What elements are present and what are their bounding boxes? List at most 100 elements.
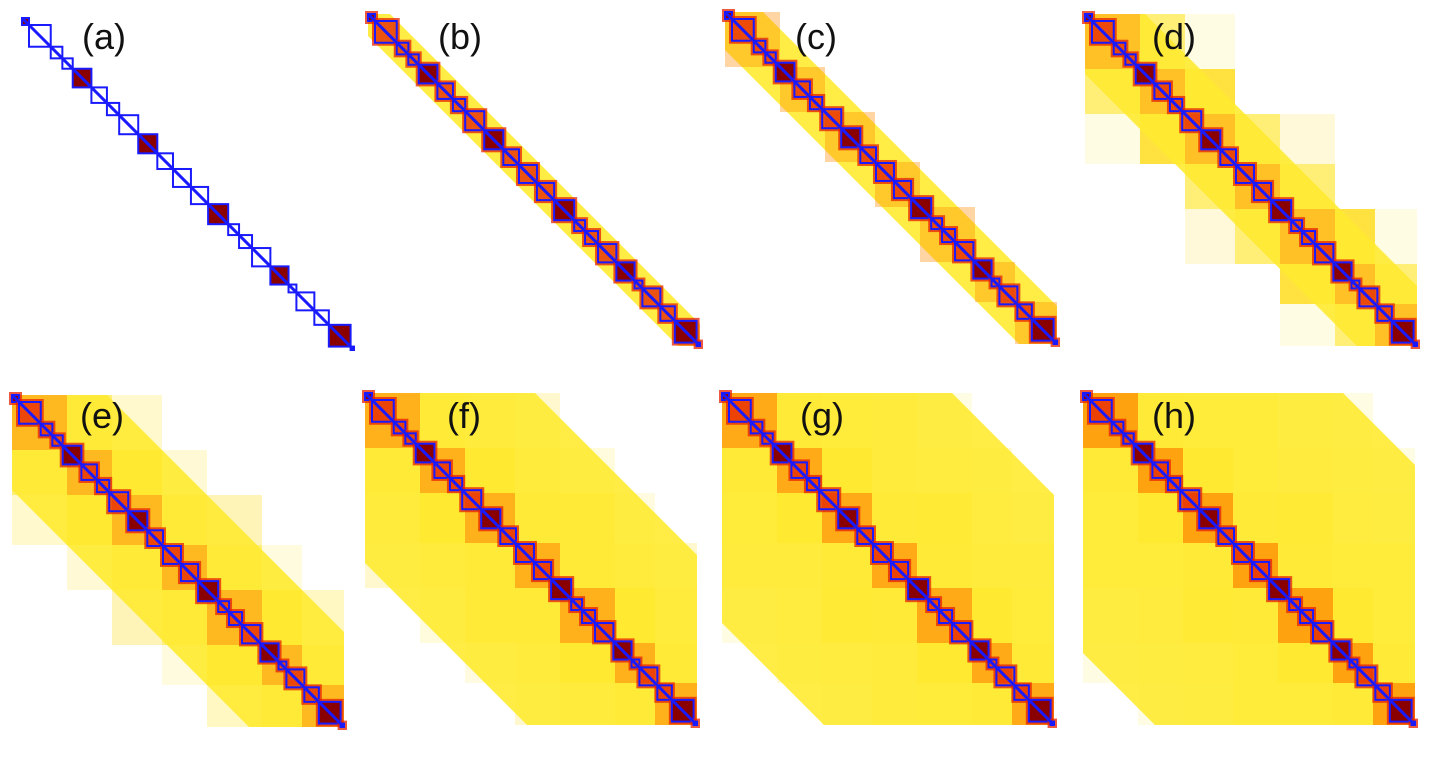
tad-box (633, 279, 644, 290)
tad-box (752, 39, 767, 54)
tad-box (179, 562, 200, 583)
tad-box (228, 611, 244, 627)
panel-label: (a) (82, 16, 126, 57)
tad-box (156, 152, 174, 170)
heatmap-panel (719, 390, 1057, 728)
tad-box (448, 476, 464, 492)
tad-box (597, 243, 618, 264)
contact-block (1185, 209, 1235, 264)
tad-box (573, 219, 587, 233)
tad-box (404, 432, 417, 445)
tad-box (1217, 527, 1235, 545)
tad-box (499, 527, 517, 545)
tad-box (638, 666, 659, 687)
tad-box (90, 86, 108, 104)
tad-box (570, 598, 584, 612)
diagonal (20, 16, 356, 352)
tad-box (303, 686, 320, 703)
tad-box (1232, 542, 1253, 563)
contact-block (1280, 114, 1335, 164)
tad-box (407, 53, 420, 66)
tad-box (118, 114, 140, 136)
tad-box (517, 163, 538, 184)
panel-label: (c) (795, 16, 837, 57)
tad-box (728, 399, 752, 423)
heatmap-panel (1080, 390, 1418, 728)
tad-box (1234, 163, 1255, 184)
diagonal (10, 393, 346, 729)
heatmap-panel (9, 392, 347, 730)
heatmap-panel (722, 9, 1060, 347)
tad-box (1312, 622, 1333, 643)
tad-box (189, 185, 210, 206)
tad-box (1153, 82, 1171, 100)
tad-box (1091, 20, 1115, 44)
tad-box (285, 668, 306, 689)
tad-box (761, 432, 774, 445)
diagonal (366, 12, 702, 348)
tad-box (39, 422, 54, 437)
tad-box (532, 560, 553, 581)
tad-box (49, 45, 64, 60)
tad-box (1250, 560, 1271, 581)
heatmap-panel (365, 11, 703, 349)
tad-box (1301, 230, 1317, 246)
tad-box (656, 684, 673, 701)
tad-box (161, 544, 182, 565)
tad-box (995, 666, 1016, 687)
tad-box (451, 97, 467, 113)
heatmap-panel (1082, 11, 1420, 349)
tad-box (436, 82, 454, 100)
tad-box (930, 217, 944, 231)
tad-box (659, 305, 676, 322)
tad-box (927, 598, 941, 612)
tad-box (998, 285, 1019, 306)
tad-box (1168, 97, 1184, 113)
tad-box (433, 461, 451, 479)
tad-box (749, 420, 764, 435)
tad-box (287, 283, 298, 294)
tad-box (217, 600, 231, 614)
tad-box (18, 401, 42, 425)
tad-box (1376, 305, 1393, 322)
tad-box (1348, 658, 1359, 669)
tad-box (584, 230, 600, 246)
tad-box (1124, 53, 1137, 66)
tad-box (1089, 399, 1113, 423)
tad-box (871, 542, 892, 563)
tad-box (987, 658, 998, 669)
tad-box (1122, 432, 1135, 445)
tad-box (1374, 684, 1391, 701)
tad-box (277, 660, 288, 671)
tad-box (859, 146, 877, 164)
diagonal (1081, 391, 1417, 727)
tad-box (990, 277, 1001, 288)
tad-box (1358, 287, 1379, 308)
tad-box (514, 542, 535, 563)
tad-box (105, 101, 121, 117)
tad-box (594, 622, 615, 643)
tad-box (95, 478, 111, 494)
tad-box (1166, 476, 1182, 492)
tad-box (818, 489, 840, 511)
tad-box (535, 181, 556, 202)
tad-box (954, 241, 975, 262)
tad-box (1350, 279, 1361, 290)
tad-box (1219, 148, 1237, 166)
heatmap-panel (362, 390, 700, 728)
tad-box (171, 167, 192, 188)
tad-box (464, 110, 486, 132)
tad-box (1181, 110, 1203, 132)
tad-box (581, 609, 597, 625)
tad-box (641, 287, 662, 308)
tad-box (892, 179, 913, 200)
tad-box (1314, 243, 1335, 264)
tad-box (80, 463, 98, 481)
tad-box (1151, 461, 1169, 479)
tad-box (1288, 598, 1302, 612)
diagonal (363, 391, 699, 727)
diagonal (1083, 12, 1419, 348)
contact-block (1085, 114, 1140, 164)
tad-box (790, 461, 808, 479)
